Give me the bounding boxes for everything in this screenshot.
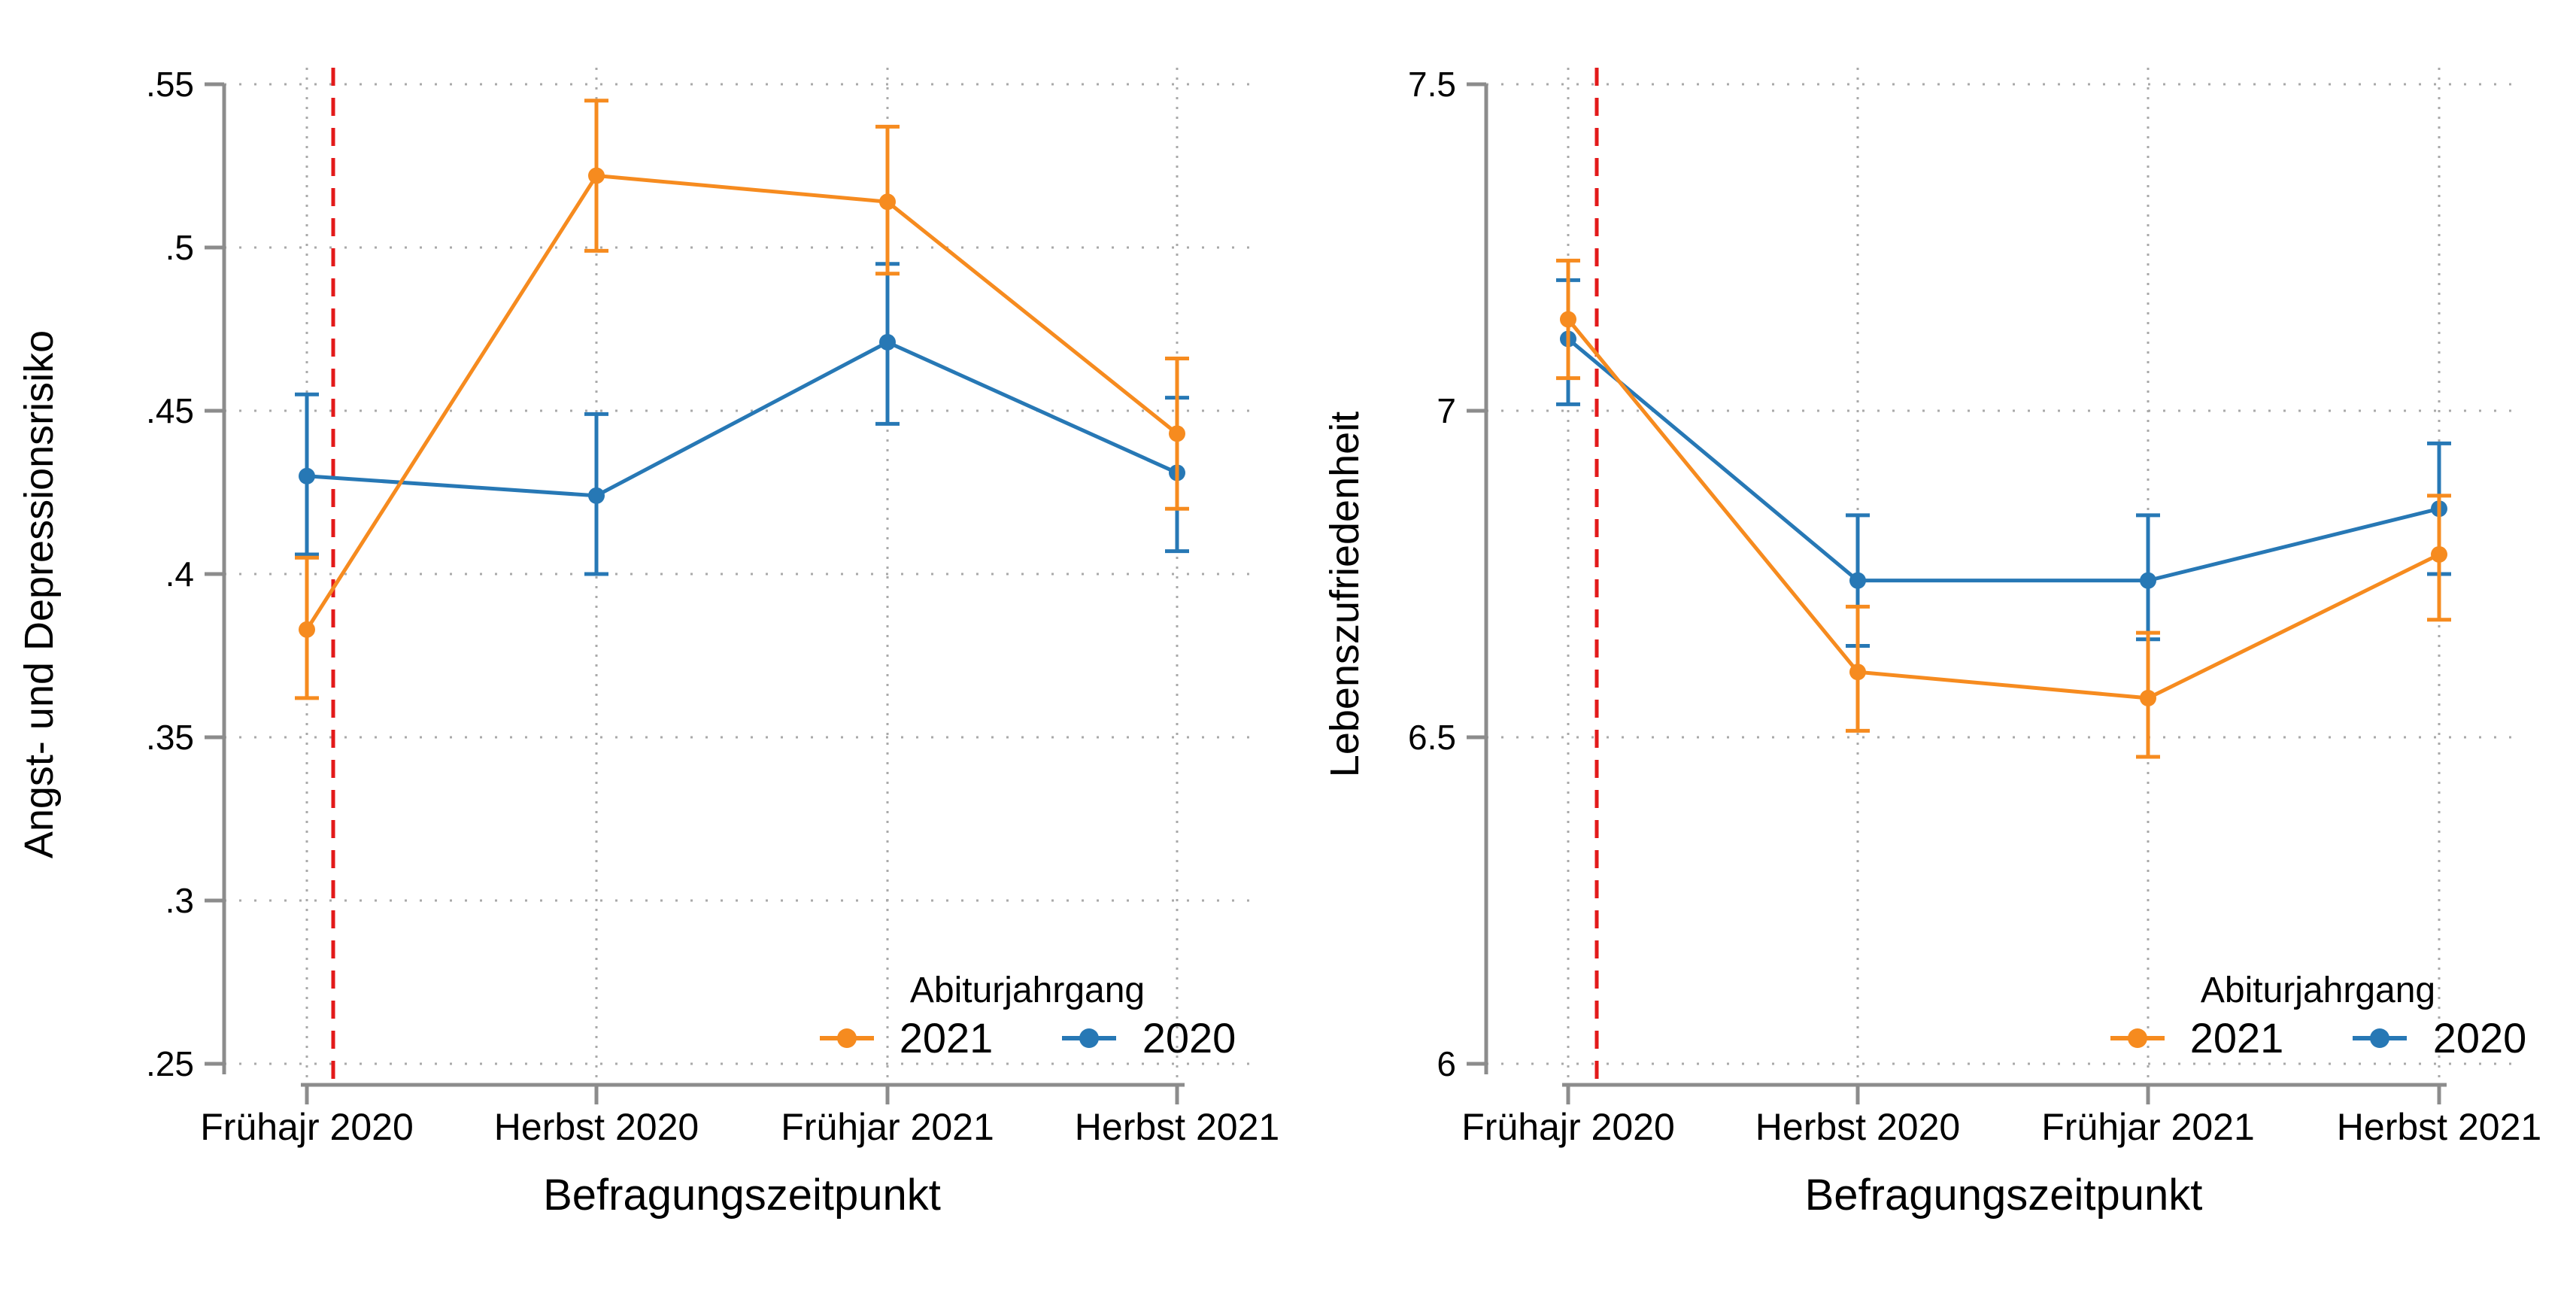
- x-axis-title: Befragungszeitpunkt: [1805, 1171, 2203, 1220]
- y-axis-title: Angst- und Depressionsrisiko: [17, 330, 62, 858]
- legend-entry-label: 2020: [2433, 1014, 2527, 1062]
- legend-title: Abiturjahrgang: [2201, 971, 2435, 1010]
- data-point-2020: [588, 487, 605, 504]
- data-point-2020: [1849, 572, 1866, 589]
- legend-marker-dot-2021: [2128, 1028, 2147, 1048]
- series-line-2020: [306, 340, 1179, 498]
- y-tick-label: 7: [1437, 391, 1456, 430]
- y-tick-label: .5: [165, 228, 194, 267]
- data-point-2020: [299, 467, 315, 484]
- data-point-2021: [1560, 311, 1576, 328]
- data-point-2021: [1169, 425, 1185, 442]
- y-axis-title: Lebenszufriedenheit: [1322, 412, 1367, 777]
- data-point-2021: [1849, 664, 1866, 681]
- y-tick-label: .4: [165, 554, 194, 594]
- legend-entry-label: 2021: [900, 1014, 994, 1062]
- data-point-2021: [588, 167, 605, 184]
- x-category-label: Herbst 2021: [1075, 1106, 1279, 1148]
- y-tick-label: 7.5: [1408, 65, 1456, 104]
- series-line-2021: [1567, 317, 2441, 700]
- data-point-2021: [879, 193, 896, 211]
- x-category-label: Herbst 2020: [1755, 1106, 1960, 1148]
- y-tick-label: .55: [146, 65, 194, 104]
- y-tick-label: .3: [165, 881, 194, 920]
- legend-title: Abiturjahrgang: [910, 971, 1145, 1010]
- x-category-label: Frühajr 2020: [200, 1106, 414, 1148]
- y-tick-label: 6: [1437, 1044, 1456, 1083]
- data-point-2021: [2431, 545, 2447, 563]
- x-category-label: Frühajr 2020: [1461, 1106, 1675, 1148]
- legend-marker-dot-2020: [2370, 1028, 2389, 1048]
- x-category-label: Herbst 2021: [2337, 1106, 2541, 1148]
- series-line-2021: [305, 173, 1179, 631]
- data-point-2020: [2140, 572, 2156, 589]
- legend-marker-dot-2021: [837, 1028, 857, 1048]
- series-line-2020: [1567, 337, 2440, 583]
- y-tick-label: .35: [146, 718, 194, 757]
- legend-marker-dot-2020: [1079, 1028, 1099, 1048]
- y-tick-label: .25: [146, 1044, 194, 1083]
- legend-entry-label: 2020: [1142, 1014, 1236, 1062]
- x-category-label: Frühjar 2021: [781, 1106, 994, 1148]
- x-category-label: Herbst 2020: [494, 1106, 699, 1148]
- y-tick-label: .45: [146, 391, 194, 430]
- x-axis-title: Befragungszeitpunkt: [543, 1171, 941, 1220]
- legend-entry-label: 2021: [2190, 1014, 2284, 1062]
- x-category-label: Frühjar 2021: [2041, 1106, 2255, 1148]
- data-point-2020: [879, 333, 896, 351]
- data-point-2021: [2140, 689, 2156, 706]
- y-tick-label: 6.5: [1408, 718, 1456, 757]
- data-point-2021: [299, 621, 315, 638]
